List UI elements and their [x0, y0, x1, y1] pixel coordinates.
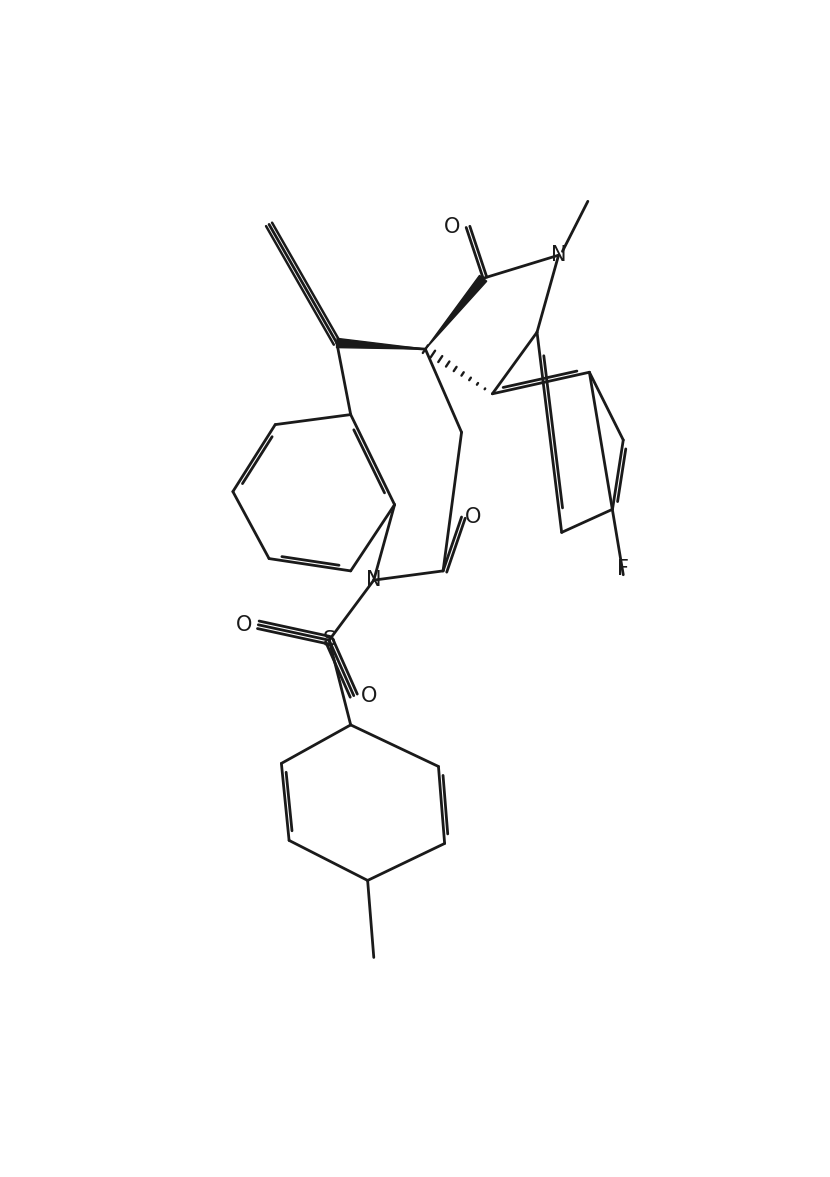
Text: F: F: [618, 559, 629, 579]
Polygon shape: [336, 338, 426, 350]
Text: N: N: [366, 570, 382, 590]
Text: O: O: [465, 507, 481, 527]
Text: N: N: [551, 245, 566, 265]
Polygon shape: [426, 275, 486, 350]
Text: O: O: [361, 686, 378, 706]
Text: O: O: [444, 218, 461, 238]
Text: S: S: [323, 630, 336, 650]
Text: O: O: [237, 614, 252, 634]
